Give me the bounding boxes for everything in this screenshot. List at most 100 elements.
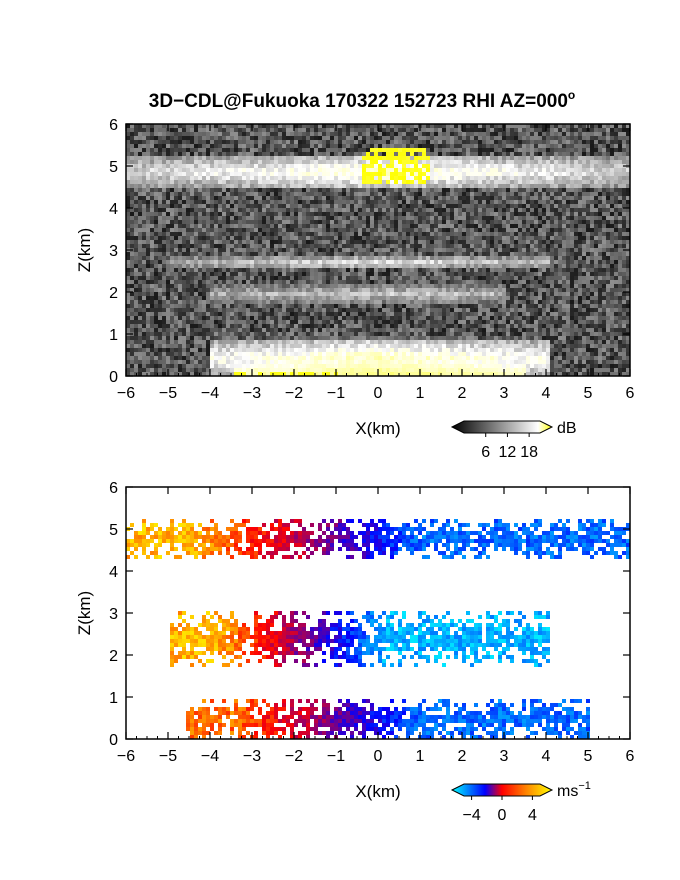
reflectivity-cell <box>394 168 398 172</box>
reflectivity-cell <box>326 228 330 232</box>
reflectivity-cell <box>194 172 198 176</box>
reflectivity-cell <box>402 188 406 192</box>
reflectivity-cell <box>306 176 310 180</box>
reflectivity-cell <box>298 172 302 176</box>
reflectivity-cell <box>354 128 358 132</box>
reflectivity-cell <box>174 176 178 180</box>
reflectivity-cell <box>538 124 542 128</box>
reflectivity-cell <box>262 124 266 128</box>
reflectivity-cell <box>154 160 158 164</box>
reflectivity-cell <box>466 268 470 272</box>
reflectivity-cell <box>158 180 162 184</box>
reflectivity-cell <box>378 144 382 148</box>
reflectivity-cell <box>402 192 406 196</box>
reflectivity-cell <box>338 164 342 168</box>
reflectivity-cell <box>602 220 606 224</box>
reflectivity-cell <box>206 256 210 260</box>
reflectivity-cell <box>342 164 346 168</box>
reflectivity-cell <box>250 268 254 272</box>
reflectivity-cell <box>554 156 558 160</box>
reflectivity-cell <box>126 272 130 276</box>
reflectivity-cell <box>514 200 518 204</box>
reflectivity-cell <box>606 232 610 236</box>
reflectivity-cell <box>258 132 262 136</box>
reflectivity-cell <box>190 244 194 248</box>
reflectivity-cell <box>498 276 502 280</box>
reflectivity-cell <box>162 128 166 132</box>
reflectivity-cell <box>622 128 626 132</box>
reflectivity-cell <box>554 164 558 168</box>
reflectivity-cell <box>418 224 422 228</box>
reflectivity-cell <box>474 164 478 168</box>
reflectivity-cell <box>126 260 130 264</box>
reflectivity-cell <box>606 228 610 232</box>
reflectivity-cell <box>226 184 230 188</box>
reflectivity-cell <box>214 140 218 144</box>
reflectivity-cell <box>482 272 486 276</box>
reflectivity-cell <box>230 260 234 264</box>
reflectivity-cell <box>402 144 406 148</box>
reflectivity-cell <box>410 196 414 200</box>
reflectivity-cell <box>330 264 334 268</box>
reflectivity-cell <box>306 144 310 148</box>
reflectivity-cell <box>134 256 138 260</box>
reflectivity-cell <box>202 244 206 248</box>
reflectivity-cell <box>226 144 230 148</box>
reflectivity-cell <box>190 164 194 168</box>
reflectivity-cell <box>410 148 414 152</box>
reflectivity-cell <box>130 256 134 260</box>
reflectivity-cell <box>570 264 574 268</box>
reflectivity-cell <box>614 160 618 164</box>
reflectivity-cell <box>258 144 262 148</box>
reflectivity-cell <box>154 140 158 144</box>
reflectivity-cell <box>190 256 194 260</box>
reflectivity-cell <box>378 252 382 256</box>
reflectivity-cell <box>306 140 310 144</box>
reflectivity-cell <box>198 156 202 160</box>
reflectivity-cell <box>522 184 526 188</box>
reflectivity-cell <box>446 272 450 276</box>
reflectivity-cell <box>226 180 230 184</box>
reflectivity-cell <box>262 264 266 268</box>
reflectivity-cell <box>370 196 374 200</box>
reflectivity-cell <box>518 228 522 232</box>
reflectivity-cell <box>226 212 230 216</box>
reflectivity-cell <box>142 156 146 160</box>
reflectivity-cell <box>586 196 590 200</box>
reflectivity-cell <box>598 148 602 152</box>
reflectivity-cell <box>486 256 490 260</box>
reflectivity-cell <box>594 140 598 144</box>
reflectivity-cell <box>342 276 346 280</box>
reflectivity-cell <box>470 124 474 128</box>
reflectivity-cell <box>294 244 298 248</box>
reflectivity-cell <box>362 224 366 228</box>
reflectivity-cell <box>510 220 514 224</box>
reflectivity-cell <box>550 220 554 224</box>
reflectivity-cell <box>434 276 438 280</box>
reflectivity-cell <box>426 132 430 136</box>
reflectivity-cell <box>314 248 318 252</box>
reflectivity-cell <box>170 196 174 200</box>
reflectivity-cell <box>354 176 358 180</box>
reflectivity-cell <box>314 212 318 216</box>
reflectivity-cell <box>170 236 174 240</box>
reflectivity-cell <box>582 204 586 208</box>
reflectivity-cell <box>170 168 174 172</box>
reflectivity-cell <box>246 268 250 272</box>
reflectivity-cell <box>258 196 262 200</box>
reflectivity-cell <box>498 140 502 144</box>
reflectivity-cell <box>490 272 494 276</box>
reflectivity-cell <box>186 164 190 168</box>
reflectivity-cell <box>506 244 510 248</box>
reflectivity-cell <box>490 152 494 156</box>
reflectivity-cell <box>258 156 262 160</box>
reflectivity-cell <box>598 164 602 168</box>
reflectivity-cell <box>454 140 458 144</box>
reflectivity-cell <box>618 240 622 244</box>
reflectivity-cell <box>594 168 598 172</box>
reflectivity-cell <box>322 144 326 148</box>
reflectivity-cell <box>230 244 234 248</box>
reflectivity-cell <box>354 196 358 200</box>
reflectivity-cell <box>342 124 346 128</box>
reflectivity-cell <box>302 172 306 176</box>
